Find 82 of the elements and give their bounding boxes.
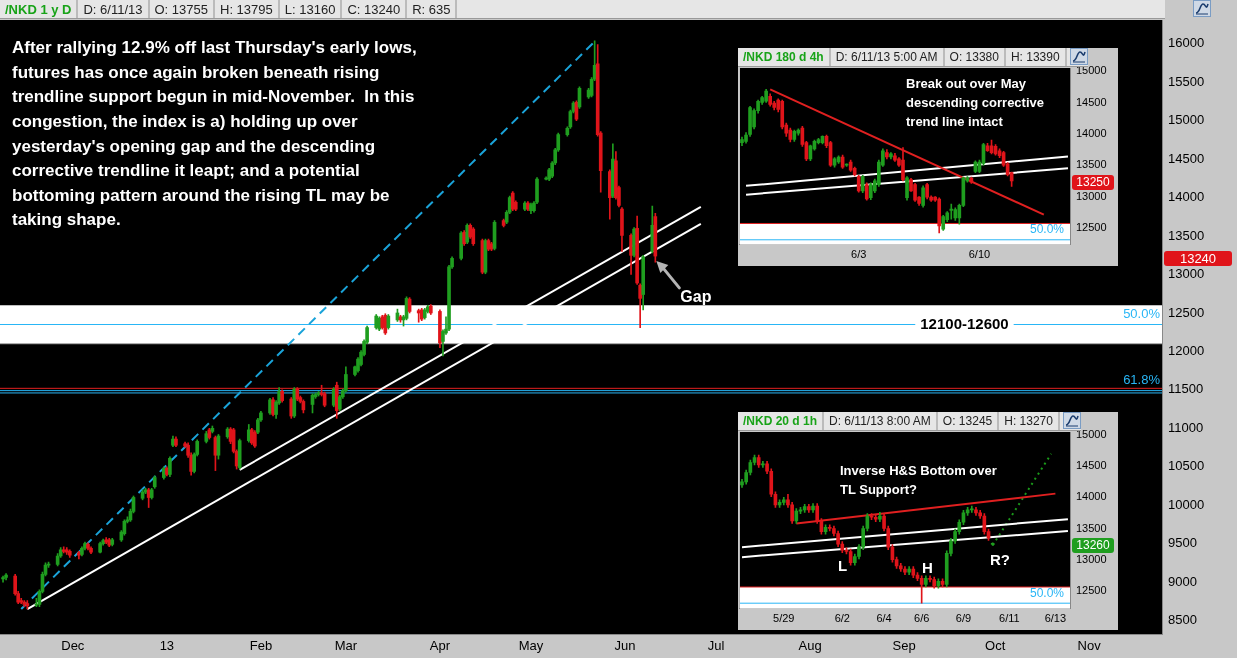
y-tick-label: 10000 — [1168, 496, 1205, 512]
text: After rallying 12.9% off last Thursday's early lows, futures has once again broken beneath rising trendline support begun in mid-November. In this congestion, the index is a) holding up over yesterday's opening gap and the descending corrective trendline it leapt; and a potential bottoming pattern around the rising TL may be taking shape. — [12, 37, 418, 232]
y-tick-label: 13500 — [1076, 158, 1107, 171]
y-tick-label: 14000 — [1076, 126, 1107, 139]
y-tick-label: 13500 — [1168, 227, 1205, 243]
x-tick-label: Jul — [707, 637, 725, 653]
x-tick-label: Mar — [334, 637, 358, 653]
annotation: O: 13380 — [944, 48, 1006, 66]
x-tick-label: 6/4 — [876, 612, 892, 625]
annotation: D: 6/11/13 8:00 AM — [824, 412, 938, 430]
annotation: 61.8% — [1123, 372, 1160, 387]
y-tick-label: 16000 — [1168, 35, 1205, 51]
y-tick-label: 9000 — [1168, 573, 1197, 589]
x-tick-label: 6/9 — [955, 612, 972, 625]
x-tick-label: Oct — [985, 637, 1006, 653]
y-tick-label: 12500 — [1076, 583, 1107, 596]
y-tick-label: 12500 — [1168, 304, 1205, 320]
text: Break out over May descending corrective trend line intact — [906, 75, 1045, 131]
x-tick-label: Sep — [892, 637, 916, 653]
y-tick-label: 8500 — [1168, 612, 1197, 628]
text: O: 13755 — [149, 0, 215, 18]
y-tick-label: 9500 — [1168, 535, 1197, 551]
x-tick-label: 6/10 — [968, 248, 991, 261]
y-tick-label: 13000 — [1076, 552, 1107, 565]
x-tick-label: Apr — [429, 637, 451, 653]
x-tick-label: Feb — [249, 637, 273, 653]
y-tick-label: 13500 — [1076, 521, 1107, 534]
y-tick-label: 14500 — [1076, 95, 1107, 108]
annotation: D: 6/11/13 5:00 AM — [830, 48, 945, 66]
annotation: H: 13390 — [1005, 48, 1067, 66]
y-tick-label: 12500 — [1076, 220, 1107, 233]
candlestick — [761, 460, 765, 468]
chart-title: /NKD 1 y D — [0, 0, 79, 18]
annotation: H — [922, 559, 933, 576]
annotation: O: 13245 — [937, 412, 1000, 430]
x-tick-label: Aug — [798, 637, 822, 653]
text: C: 13240 — [342, 0, 408, 18]
y-tick-label: 10500 — [1168, 458, 1205, 474]
band-label: 12100-12600 — [920, 314, 1009, 332]
x-tick-label: 5/29 — [773, 612, 795, 625]
y-tick-label: 13000 — [1076, 189, 1107, 202]
y-tick-label: 11500 — [1168, 381, 1204, 397]
text: H: 13795 — [215, 0, 280, 18]
candlestick — [827, 524, 832, 532]
y-tick-label: 11000 — [1168, 419, 1204, 435]
candlestick — [949, 203, 954, 220]
annotation: 50.0% — [1029, 222, 1064, 236]
y-tick-label: 14500 — [1076, 459, 1107, 472]
annotation: 50.0% — [1123, 306, 1160, 321]
y-tick-label: 14000 — [1168, 189, 1205, 205]
annotation: 13260 — [1072, 538, 1114, 553]
chart-title: /NKD 180 d 4h — [738, 48, 831, 66]
chart-title: /NKD 20 d 1h — [738, 412, 825, 430]
x-tick-label: Jun — [614, 637, 636, 653]
x-tick-label: Nov — [1077, 637, 1102, 653]
y-tick-label: 15000 — [1168, 112, 1205, 128]
y-tick-label: 13000 — [1168, 266, 1205, 282]
annotation: 13250 — [1072, 175, 1114, 190]
y-tick-label: 14000 — [1076, 490, 1107, 503]
text: D: 6/11/13 — [78, 0, 150, 18]
y-tick-label: 14500 — [1168, 150, 1205, 166]
text: R: 635 — [407, 0, 458, 18]
x-tick-label: 6/2 — [834, 612, 850, 625]
annotation: L — [838, 557, 848, 574]
annotation: 50.0% — [1029, 586, 1064, 600]
x-tick-label: 6/11 — [999, 612, 1020, 625]
text: Inverse H&S Bottom over TL Support? — [840, 462, 998, 499]
candlestick — [969, 505, 974, 513]
y-tick-label: 12000 — [1168, 343, 1205, 358]
annotation: H: 13270 — [999, 412, 1060, 430]
x-tick-label: 6/13 — [1044, 612, 1067, 625]
text: 13240 — [1164, 251, 1232, 266]
y-tick-label: 15500 — [1168, 73, 1205, 89]
text: L: 13160 — [279, 0, 343, 18]
x-tick-label: May — [518, 637, 544, 653]
x-tick-label: 6/3 — [851, 248, 867, 261]
x-tick-label: 6/6 — [914, 612, 930, 625]
x-tick-label: 13 — [159, 637, 175, 653]
annotation: R? — [990, 551, 1010, 568]
annotation: Gap — [680, 288, 712, 306]
y-tick-label: 15000 — [1076, 428, 1107, 441]
x-tick-label: Dec — [61, 637, 85, 653]
